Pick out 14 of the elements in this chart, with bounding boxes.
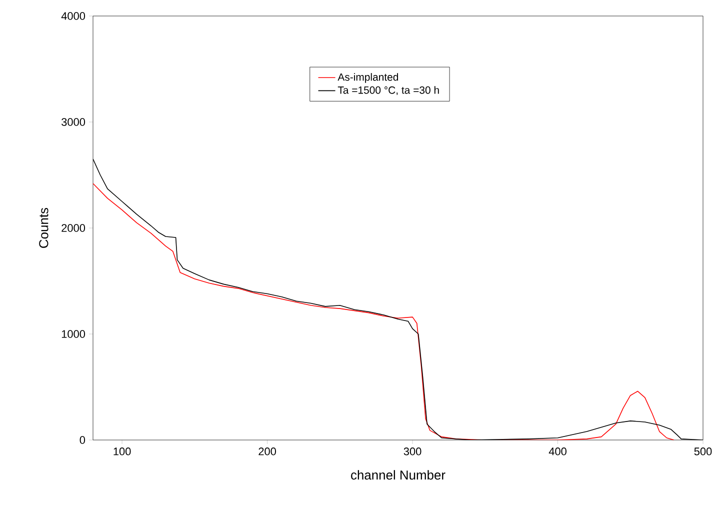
y-tick-label: 4000 [61, 12, 86, 20]
x-tick-label: 300 [404, 448, 422, 456]
x-tick-label: 500 [694, 448, 712, 456]
x-axis-title: channel Number [351, 470, 446, 480]
y-tick-label: 0 [80, 436, 86, 444]
x-tick-label: 100 [114, 448, 131, 456]
y-axis-title: Counts [39, 208, 48, 248]
x-tick-label: 400 [548, 448, 566, 456]
legend-label: As-implanted [338, 73, 398, 83]
y-tick-label: 2000 [62, 224, 86, 232]
y-tick-label: 3000 [62, 118, 86, 126]
legend-label: Ta =1500 °C, ta =30 h [338, 86, 439, 96]
x-tick-label: 200 [258, 448, 276, 456]
y-tick-label: 1000 [62, 330, 86, 338]
